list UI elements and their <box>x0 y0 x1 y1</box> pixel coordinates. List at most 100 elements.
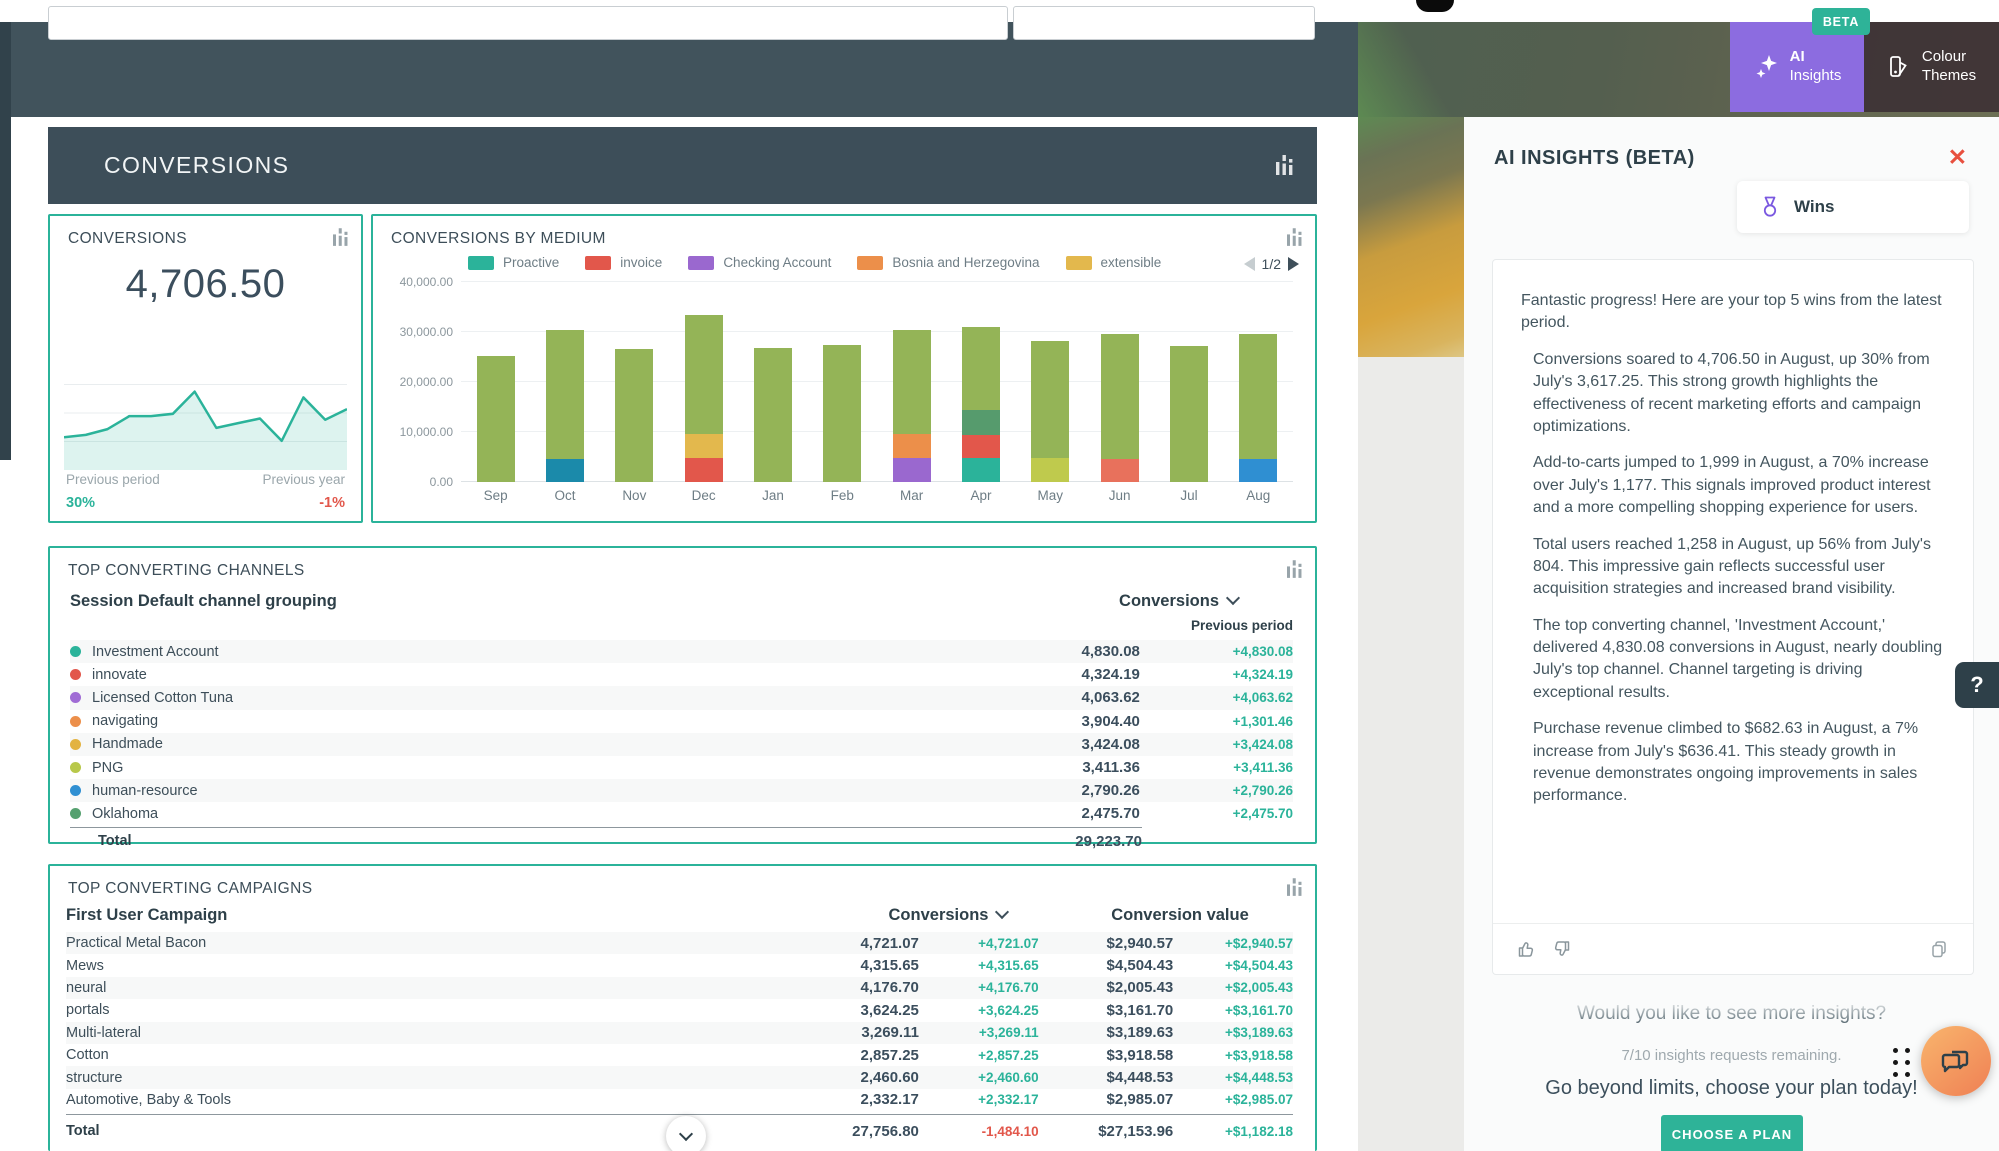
table-row: PNG 3,411.36 +3,411.36 <box>70 756 1293 779</box>
campaigns-rows: Practical Metal Bacon 4,721.07 +4,721.07 $2… <box>66 932 1293 1143</box>
table-row: Cotton 2,857.25 +2,857.25 $3,918.58 +$3,918.… <box>66 1046 1293 1064</box>
legend-item[interactable]: Bosnia and Herzegovina <box>857 255 1040 270</box>
gridline <box>461 431 1293 432</box>
chart-widget-icon[interactable] <box>333 228 348 247</box>
toolbar-field-secondary[interactable] <box>1013 6 1315 40</box>
legend-swatch <box>857 255 884 270</box>
choose-plan-button[interactable]: CHOOSE A PLAN <box>1661 1115 1803 1151</box>
table-row: Handmade 3,424.08 +3,424.08 <box>70 732 1293 756</box>
stacked-bar <box>1031 340 1070 482</box>
insight-paragraph: Total users reached 1,258 in August, up … <box>1533 535 1931 598</box>
channels-rows: Investment Account 4,830.08 +4,830.08 innov… <box>70 640 1293 850</box>
bar-card-title: CONVERSIONS BY MEDIUM <box>391 230 606 247</box>
chevron-down-icon <box>1225 590 1241 606</box>
expand-more-button[interactable] <box>666 1116 706 1151</box>
bar-segment <box>684 433 723 458</box>
copy-icon[interactable] <box>1929 939 1949 959</box>
insight-paragraph: The top converting channel, 'Investment … <box>1533 616 1943 701</box>
thumbs-down-icon[interactable] <box>1551 939 1571 959</box>
table-row: Automotive, Baby & Tools 2,332.17 +2,332.1… <box>66 1091 1293 1109</box>
legend-item[interactable]: Proactive <box>468 255 559 270</box>
gridline <box>461 331 1293 332</box>
bar-segment <box>684 458 723 482</box>
prev-period-value: 30% <box>66 495 96 511</box>
bar-segment <box>1239 458 1278 482</box>
section-banner: CONVERSIONS <box>48 127 1317 204</box>
toolbar-field[interactable] <box>48 6 1008 40</box>
chart-widget-icon[interactable] <box>1287 228 1302 247</box>
legend-item[interactable]: Checking Account <box>688 255 831 270</box>
y-axis-tick: 20,000.00 <box>399 375 453 389</box>
gridline <box>461 481 1293 482</box>
themes-button-line2: Themes <box>1921 67 1977 84</box>
beta-badge: BETA <box>1812 8 1870 35</box>
colour-themes-button[interactable]: Colour Themes <box>1864 22 1999 112</box>
bar-segment <box>1031 458 1070 482</box>
side-gutter <box>1358 357 1464 1151</box>
chevron-down-icon <box>678 1126 694 1142</box>
gridline <box>461 281 1293 282</box>
table-row: Mews 4,315.65 +4,315.65 $4,504.43 +$4,504.43 <box>66 957 1293 975</box>
bar-segment <box>961 434 1000 458</box>
campaigns-metric-header[interactable]: Conversions <box>848 904 1048 925</box>
section-banner-title: CONVERSIONS <box>104 152 290 178</box>
drag-handle[interactable] <box>1893 1048 1910 1077</box>
help-button[interactable]: ? <box>1955 662 1999 708</box>
pager-next-icon[interactable] <box>1288 257 1299 271</box>
series-dot <box>70 646 81 658</box>
chat-button[interactable] <box>1921 1026 1991 1096</box>
stacked-bar <box>1100 333 1139 482</box>
chat-bubbles-icon <box>1939 1044 1973 1078</box>
y-axis-tick: 10,000.00 <box>399 425 453 439</box>
pager-prev-icon[interactable] <box>1243 257 1255 271</box>
chart-legend: Proactive invoice Checking Account Bosnia a… <box>468 255 1161 270</box>
legend-item[interactable]: invoice <box>585 255 662 270</box>
bar-segment <box>753 348 792 482</box>
left-edge-strip <box>0 22 11 460</box>
bar-segment <box>1169 346 1208 482</box>
kpi-card-title: CONVERSIONS <box>68 230 187 247</box>
campaigns-dimension-header: First User Campaign <box>66 906 228 924</box>
top-notch <box>1416 0 1454 12</box>
legend-item[interactable]: extensible <box>1065 255 1161 270</box>
x-axis-labels: Sep Oct Nov Dec Jan Feb Mar Apr May Jun Jul Aug <box>483 488 1271 503</box>
bar-segment <box>823 344 862 482</box>
stacked-bar-plot: 0.00 10,000.00 20,000.00 30,000.00 40,000.00 <box>400 275 1293 489</box>
series-dot <box>70 715 81 727</box>
channels-metric-header[interactable]: Conversions <box>1119 590 1241 611</box>
y-axis-tick: 0.00 <box>429 475 453 489</box>
close-icon[interactable]: ✕ <box>1942 143 1973 172</box>
prev-year-label: Previous year <box>262 472 345 487</box>
stacked-bar <box>615 349 654 482</box>
legend-pager: 1/2 <box>1243 256 1299 272</box>
bar-segment <box>961 458 1000 482</box>
wins-chip[interactable]: Wins <box>1737 181 1969 233</box>
cover-image-strip <box>1358 117 1464 357</box>
bar-segment <box>892 434 931 458</box>
y-axis-tick: 30,000.00 <box>399 325 453 339</box>
ai-insights-button[interactable]: AI Insights <box>1730 22 1864 112</box>
y-axis-tick: 40,000.00 <box>399 275 453 289</box>
series-dot <box>70 762 81 774</box>
bar-segment <box>615 349 654 482</box>
bar-segment <box>684 315 723 434</box>
conversions-kpi-card: CONVERSIONS 4,706.50 Previous period Pre… <box>48 214 363 523</box>
pager-label: 1/2 <box>1261 256 1281 272</box>
stacked-bar <box>545 329 584 482</box>
stacked-bar <box>892 330 931 482</box>
stacked-bar <box>684 315 723 482</box>
series-dot <box>70 669 81 681</box>
series-dot <box>70 785 81 797</box>
ai-button-line2: Insights <box>1789 67 1842 84</box>
bar-segment <box>892 458 931 482</box>
bar-segment <box>961 409 1000 435</box>
table-row: navigating 3,904.40 +1,301.46 <box>70 710 1293 733</box>
upsell-message: Go beyond limits, choose your plan today… <box>1545 1077 1918 1099</box>
table-row: Oklahoma 2,475.70 +2,475.70 <box>70 802 1293 825</box>
thumbs-up-icon[interactable] <box>1517 939 1537 959</box>
chart-widget-icon[interactable] <box>1287 560 1302 579</box>
chart-widget-icon[interactable] <box>1287 878 1302 897</box>
chart-widget-icon[interactable] <box>1276 155 1293 176</box>
conversions-by-medium-card: CONVERSIONS BY MEDIUM Proactive invoice Ch… <box>371 214 1317 523</box>
bar-segment <box>1100 333 1139 459</box>
